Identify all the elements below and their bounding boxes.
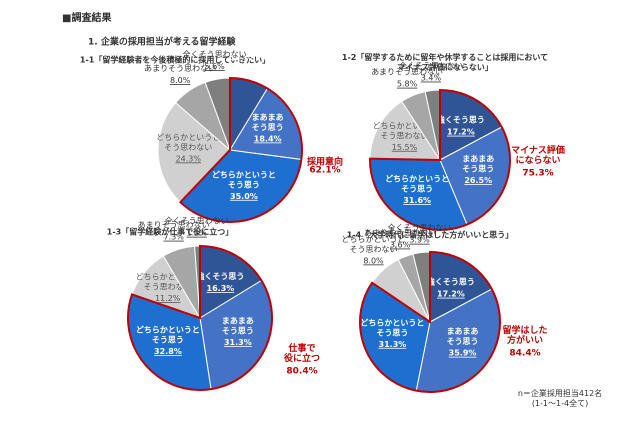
value-label: 16.3% (207, 284, 235, 293)
value-label: 1.2% (187, 229, 208, 238)
slice-label: あまりそう思わない (138, 221, 210, 230)
pie-slice (157, 102, 231, 203)
slice-label: 強くそう思う (427, 277, 475, 287)
value-label: 8.7% (243, 64, 265, 73)
value-label: 24.3% (176, 154, 202, 163)
slice-label: 全くそう思わない (183, 49, 247, 59)
header: ■調査結果 (62, 11, 112, 24)
slice-label: 強くそう思う (230, 51, 278, 61)
slice-label: あまりそう思わない (364, 229, 436, 238)
value-label: 17.2% (447, 128, 475, 137)
pie-slice (369, 100, 441, 161)
highlight-outline (359, 250, 501, 393)
slice-label: どちらかというとそう思う (212, 169, 276, 189)
highlight-outline (178, 76, 303, 223)
value-label: 3.6% (390, 241, 411, 250)
section-title: 1. 企業の採用担当が考える留学経験 (88, 36, 237, 48)
chart-title: 1-4「大学時代に留学はした方がいいと思う」 (347, 230, 513, 240)
chart-title: 1-2「留学するために留年や休学することは採用においてマイナス評価にならない」 (342, 52, 548, 72)
slice-label: あまりそう思わない (144, 64, 216, 73)
chart-title: 1-1「留学経験者を今後積極的に採用していきたい」 (80, 55, 270, 65)
value-label: 18.4% (254, 134, 282, 143)
value-label: 26.5% (464, 176, 492, 185)
annotation: 採用意向 (307, 156, 343, 168)
value-label: 32.8% (154, 347, 182, 356)
slice-label: 全くそう思わない (165, 216, 229, 226)
annotation-value: 75.3% (522, 169, 553, 179)
value-label: 31.6% (403, 196, 431, 205)
value-label: 35.9% (449, 349, 477, 358)
note: n＝企業採用担当412名(1-1～1-4全て) (518, 388, 602, 408)
annotation-value: 62.1% (309, 166, 340, 176)
value-label: 5.8% (397, 80, 418, 89)
slice-label: どちらかというとそう思わない (341, 234, 405, 253)
slice-label: どちらかというとそう思わない (136, 272, 200, 291)
slice-label: まあまあそう思う (252, 112, 284, 131)
annotation-value: 80.4% (286, 367, 317, 377)
value-label: 3.9% (409, 236, 430, 245)
annotation: マイナス評価にならない (511, 144, 565, 166)
slice-label: まあまあそう思う (447, 327, 479, 346)
slice-label: 全くそう思わない (388, 223, 452, 233)
highlight-outline (127, 244, 273, 391)
slice-label: どちらかというとそう思う (360, 317, 424, 337)
value-label: 31.3% (379, 340, 407, 349)
slice-label: どちらかというとそう思う (136, 324, 200, 344)
slice-label: どちらかというとそう思う (385, 173, 449, 193)
slice-label: 強くそう思う (196, 271, 244, 281)
value-label: 8.0% (170, 76, 191, 85)
annotation-value: 84.4% (509, 349, 540, 359)
value-label: 3.4% (421, 74, 442, 83)
slice-label: 強くそう思う (437, 115, 485, 125)
slice-label: どちらかというとそう思わない (372, 121, 436, 140)
chart-title: 1-3「留学経験が仕事で役に立つ」 (107, 227, 233, 237)
annotation: 仕事で役に立つ (283, 342, 320, 364)
slice-label: あまりそう思わない (371, 68, 443, 77)
value-label: 8.0% (363, 256, 384, 265)
value-label: 15.5% (392, 143, 418, 152)
value-label: 31.3% (224, 338, 252, 347)
slice-label: まあまあそう思う (222, 316, 254, 335)
highlight-outline (369, 88, 511, 231)
value-label: 35.0% (230, 192, 258, 201)
value-label: 5.6% (204, 62, 225, 71)
slice-label: まあまあそう思う (462, 154, 494, 173)
value-label: 11.2% (155, 294, 181, 303)
value-label: 17.2% (437, 290, 465, 299)
annotation: 留学はした方がいい (502, 324, 547, 346)
slice-label: 全くそう思わない (399, 61, 463, 71)
value-label: 7.3% (164, 233, 185, 242)
slice-label: どちらかというとそう思わない (156, 132, 220, 151)
